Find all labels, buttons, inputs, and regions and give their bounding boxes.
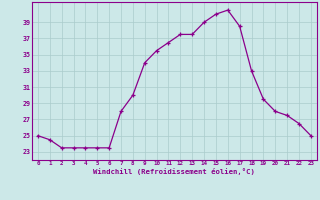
X-axis label: Windchill (Refroidissement éolien,°C): Windchill (Refroidissement éolien,°C) (93, 168, 255, 175)
